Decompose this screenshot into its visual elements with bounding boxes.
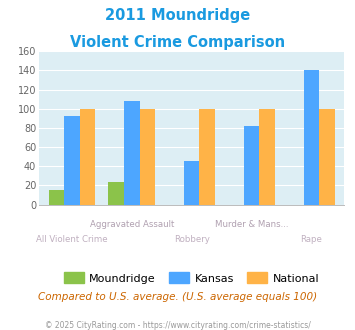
- Bar: [200, 109, 215, 205]
- Text: All Violent Crime: All Violent Crime: [36, 235, 108, 244]
- Text: Aggravated Assault: Aggravated Assault: [90, 220, 174, 229]
- Text: Violent Crime Comparison: Violent Crime Comparison: [70, 35, 285, 50]
- Legend: Moundridge, Kansas, National: Moundridge, Kansas, National: [59, 268, 324, 288]
- Bar: [80, 109, 95, 205]
- Bar: [124, 101, 140, 205]
- Bar: [184, 161, 200, 205]
- Bar: [244, 126, 260, 205]
- Text: Murder & Mans...: Murder & Mans...: [215, 220, 288, 229]
- Text: © 2025 CityRating.com - https://www.cityrating.com/crime-statistics/: © 2025 CityRating.com - https://www.city…: [45, 321, 310, 330]
- Text: 2011 Moundridge: 2011 Moundridge: [105, 8, 250, 23]
- Bar: [64, 116, 80, 205]
- Bar: [304, 70, 319, 205]
- Bar: [319, 109, 335, 205]
- Bar: [260, 109, 275, 205]
- Bar: [109, 182, 124, 205]
- Text: Rape: Rape: [300, 235, 322, 244]
- Bar: [49, 190, 64, 205]
- Text: Robbery: Robbery: [174, 235, 210, 244]
- Bar: [140, 109, 155, 205]
- Text: Compared to U.S. average. (U.S. average equals 100): Compared to U.S. average. (U.S. average …: [38, 292, 317, 302]
